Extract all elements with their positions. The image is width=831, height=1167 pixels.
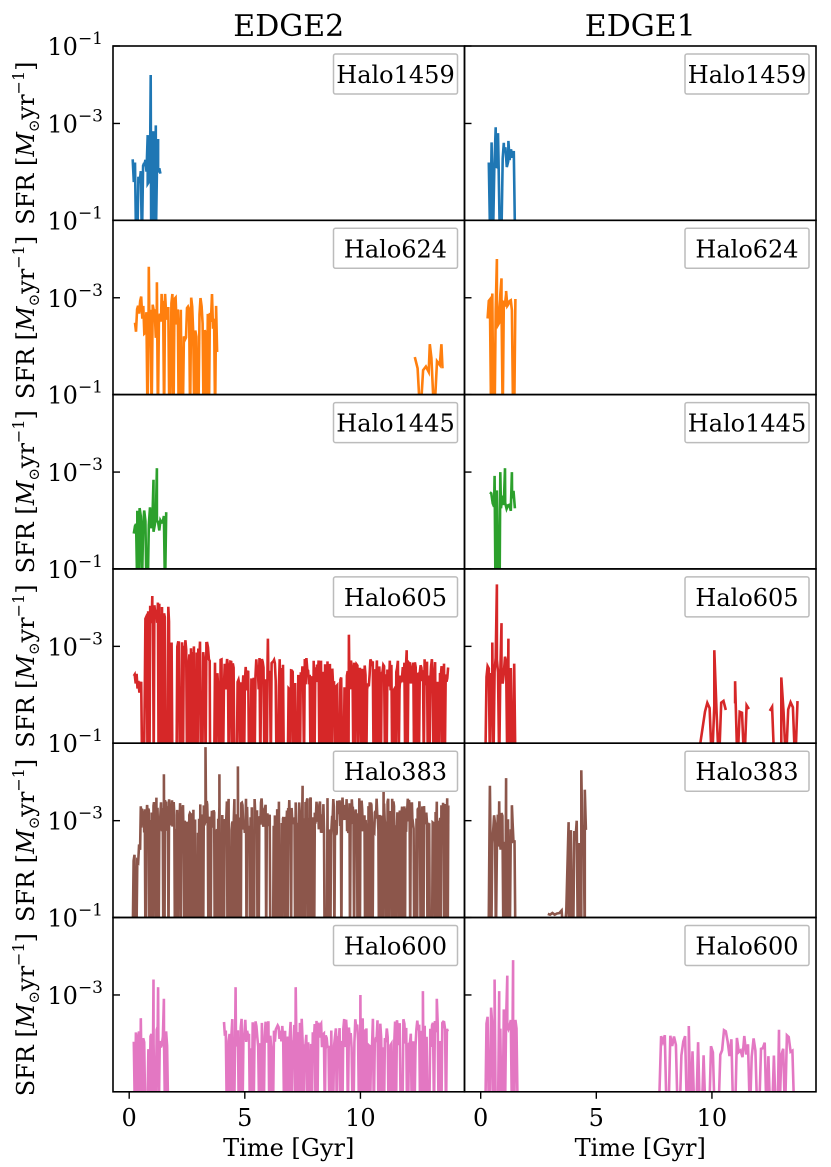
- y-tick-label: 10−1: [47, 378, 103, 410]
- y-tick-label: 10−1: [47, 726, 103, 758]
- halo-label: Halo605: [695, 584, 798, 612]
- legend-box: [332, 401, 459, 444]
- x-axis-ticks: 0 5 10 0 5 10: [122, 1091, 728, 1132]
- column-title-edge1: EDGE1: [585, 9, 696, 44]
- legend-box: [684, 401, 810, 444]
- legend-box: [684, 227, 810, 270]
- legend-box: [684, 576, 810, 618]
- x-tick-label: 5: [237, 1104, 252, 1132]
- x-tick-label: 5: [589, 1104, 604, 1132]
- column-title-edge2: EDGE2: [233, 9, 344, 44]
- panel-halo624-edge1: Halo624: [486, 227, 810, 395]
- y-tick-label: 10−1: [47, 29, 103, 61]
- panel-halo605-edge1: Halo605: [484, 576, 810, 744]
- x-tick-label: 0: [473, 1104, 488, 1132]
- panel-halo383-edge1: Halo383: [487, 750, 810, 918]
- panel-halo624-edge2: Halo624: [133, 227, 459, 395]
- panel-halo1445-edge2: Halo1445: [132, 401, 459, 569]
- sfr-series-halo1459-edge1: [487, 127, 517, 221]
- column-titles: EDGE2 EDGE1: [233, 9, 695, 44]
- legend-box: [332, 576, 459, 618]
- legend-box: [684, 924, 810, 967]
- panel-halo1459-edge1: Halo1459: [487, 53, 810, 221]
- sfr-series-halo1459-edge2: [131, 74, 162, 221]
- panel-grid: Halo1459 Halo1459 Halo624 Halo624 Halo1445 Ha…: [131, 53, 810, 1092]
- y-tick-label: 10−1: [47, 552, 103, 584]
- y-tick-label: 10−3: [47, 106, 103, 138]
- y-axis-label: SFR [M⊙yr−1]: [9, 584, 43, 747]
- legend-box: [684, 750, 810, 792]
- panel-halo600-edge1: Halo600: [484, 924, 810, 1092]
- halo-label: Halo1445: [688, 410, 806, 438]
- panel-halo605-edge2: Halo605: [132, 576, 459, 744]
- y-axis-label: SFR [M⊙yr−1]: [9, 759, 43, 922]
- sfr-series-halo605-edge2: [132, 595, 450, 744]
- y-axis-label: SFR [M⊙yr−1]: [9, 933, 43, 1096]
- halo-label: Halo1459: [688, 61, 806, 89]
- halo-label: Halo600: [344, 933, 447, 961]
- sfr-series-halo624-edge1: [486, 258, 517, 395]
- y-tick-label: 10−1: [47, 901, 103, 933]
- x-tick-label: 0: [122, 1104, 137, 1132]
- y-tick-label: 10−3: [47, 978, 103, 1010]
- sfr-series-halo1445-edge2: [132, 468, 168, 569]
- panel-halo1445-edge1: Halo1445: [489, 401, 810, 569]
- legend-box: [332, 750, 459, 792]
- x-axis-label: Time [Gyr]: [223, 1134, 354, 1162]
- panel-halo383-edge2: Halo383: [131, 747, 459, 918]
- x-tick-label: 10: [697, 1104, 728, 1132]
- legend-box: [332, 227, 459, 270]
- halo-label: Halo1459: [336, 61, 454, 89]
- y-axis-label: SFR [M⊙yr−1]: [9, 410, 43, 573]
- sfr-series-halo605-edge1: [484, 584, 799, 744]
- y-axis-label: SFR [M⊙yr−1]: [9, 61, 43, 224]
- sfr-series-halo383-edge2: [131, 747, 450, 918]
- sfr-series-halo600-edge1: [484, 960, 795, 1092]
- halo-label: Halo1445: [336, 410, 454, 438]
- panel-halo1459-edge2: Halo1459: [131, 53, 459, 221]
- y-tick-label: 10−3: [47, 804, 103, 836]
- halo-label: Halo383: [695, 758, 798, 786]
- sfr-series-halo1445-edge1: [489, 468, 517, 569]
- legend-box: [684, 53, 810, 95]
- y-tick-label: 10−3: [47, 281, 103, 313]
- halo-label: Halo624: [695, 235, 798, 263]
- y-tick-label: 10−3: [47, 629, 103, 661]
- halo-label: Halo600: [695, 933, 798, 961]
- x-axis-label: Time [Gyr]: [575, 1134, 706, 1162]
- halo-label: Halo624: [344, 235, 447, 263]
- sfr-series-halo624-edge2: [133, 266, 444, 395]
- panel-frame: [463, 916, 817, 1093]
- panel-frames: [112, 45, 817, 1093]
- legend-box: [332, 924, 459, 967]
- x-tick-label: 10: [345, 1104, 376, 1132]
- sfr-series-halo383-edge1: [487, 770, 588, 918]
- halo-label: Halo605: [344, 584, 447, 612]
- x-axis-labels: Time [Gyr] Time [Gyr]: [223, 1134, 706, 1162]
- sfr-series-halo600-edge2: [132, 979, 450, 1092]
- halo-label: Halo383: [344, 758, 447, 786]
- y-tick-label: 10−1: [47, 203, 103, 235]
- y-tick-label: 10−3: [47, 455, 103, 487]
- legend-box: [332, 53, 459, 95]
- panel-halo600-edge2: Halo600: [132, 924, 459, 1092]
- y-axis-label: SFR [M⊙yr−1]: [9, 236, 43, 399]
